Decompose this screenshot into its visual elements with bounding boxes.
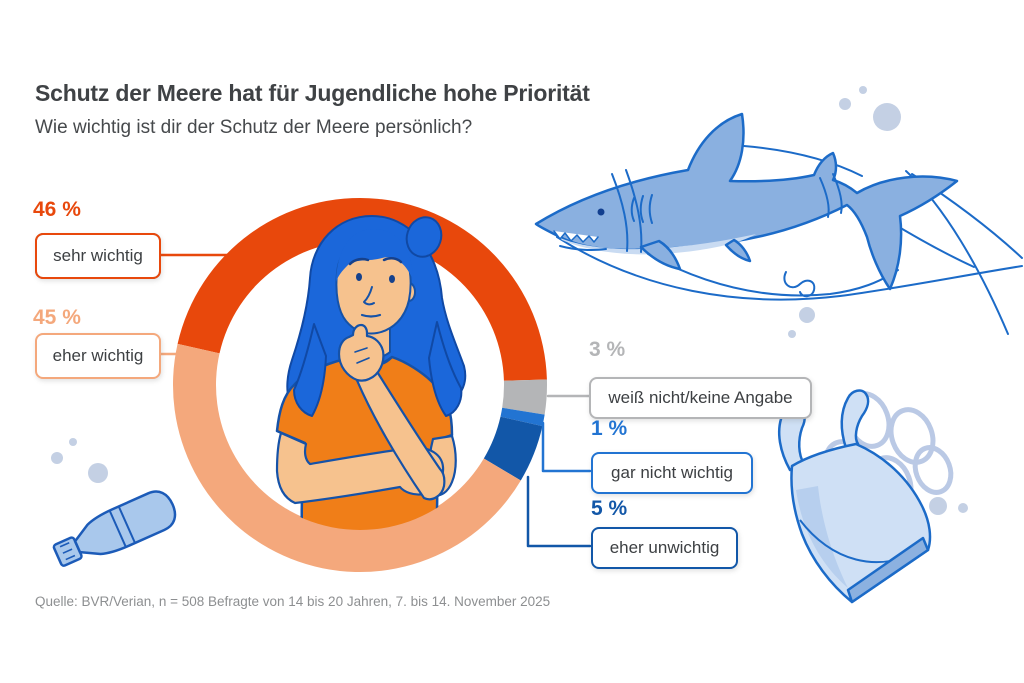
donut-segment-wei-nicht-keine-angabe: [502, 379, 547, 415]
plastic-bag-illustration: [778, 389, 932, 604]
leader-eher-unwichtig: [526, 475, 592, 548]
callout-leader-lines: [155, 253, 592, 548]
mouth: [360, 313, 382, 318]
shark-pectoral-fin: [639, 239, 682, 271]
callout-label: gar nicht wichtig: [611, 463, 733, 482]
chart-title: Schutz der Meere hat für Jugendliche hoh…: [35, 80, 590, 106]
pct-weiss-nicht: 3 %: [589, 338, 626, 361]
raised-forearm: [354, 368, 446, 501]
callout-border-overlay-1: [35, 233, 161, 279]
chart-subtitle: Wie wichtig ist dir der Schutz der Meere…: [35, 117, 473, 138]
bag-handle-right: [840, 389, 870, 450]
callout-gar-nicht-wichtig: gar nicht wichtig: [591, 452, 753, 494]
callout-eher-wichtig: eher wichtig: [35, 333, 161, 379]
shark-eye: [597, 208, 605, 216]
donut-segment-eher-unwichtig: [483, 416, 543, 481]
entangling-rope: [611, 169, 643, 253]
pct-eher-unwichtig: 5 %: [591, 497, 628, 520]
donut-chart: [172, 198, 547, 572]
hair-strand-right: [428, 321, 463, 417]
callout-label: eher wichtig: [52, 346, 144, 365]
eye-left: [356, 273, 362, 281]
leader-gar-nicht-wichtig: [541, 421, 592, 473]
donut-segment-sehr-wichtig: [177, 198, 547, 381]
eye-right: [389, 275, 395, 283]
callout-label: eher unwichtig: [609, 538, 720, 557]
callout-weiss-nicht: weiß nicht/keine Angabe: [589, 377, 812, 419]
shark-gills: [630, 194, 653, 224]
pct-gar-nicht-wichtig: 1 %: [591, 417, 628, 440]
pct-sehr-wichtig: 46 %: [33, 198, 81, 221]
plastic-bottle-illustration: [52, 490, 177, 567]
callout-label: weiß nicht/keine Angabe: [608, 388, 793, 407]
person-illustration: [275, 215, 467, 530]
hair-front: [336, 229, 413, 282]
hair-strand-left: [293, 323, 327, 417]
hair-bun: [405, 216, 443, 258]
eyebrows: [348, 257, 403, 266]
nose: [363, 286, 375, 306]
callout-eher-unwichtig: eher unwichtig: [591, 527, 738, 569]
shark-illustration: [534, 112, 1023, 335]
pct-eher-wichtig: 45 %: [33, 306, 81, 329]
bottle-body: [73, 490, 177, 556]
shark-body: [534, 112, 959, 291]
shark-pelvic-fin: [724, 238, 752, 263]
source-note: Quelle: BVR/Verian, n = 508 Befragte von…: [35, 594, 551, 609]
donut-segment-eher-wichtig: [172, 343, 521, 572]
hand-at-chin: [337, 323, 385, 382]
donut-segment-gar-nicht-wichtig: [500, 407, 545, 427]
callout-label: sehr wichtig: [53, 246, 143, 265]
bubbles-decor: [51, 86, 968, 544]
line-tangle: [783, 271, 816, 298]
entangling-rope-tail: [819, 173, 843, 218]
